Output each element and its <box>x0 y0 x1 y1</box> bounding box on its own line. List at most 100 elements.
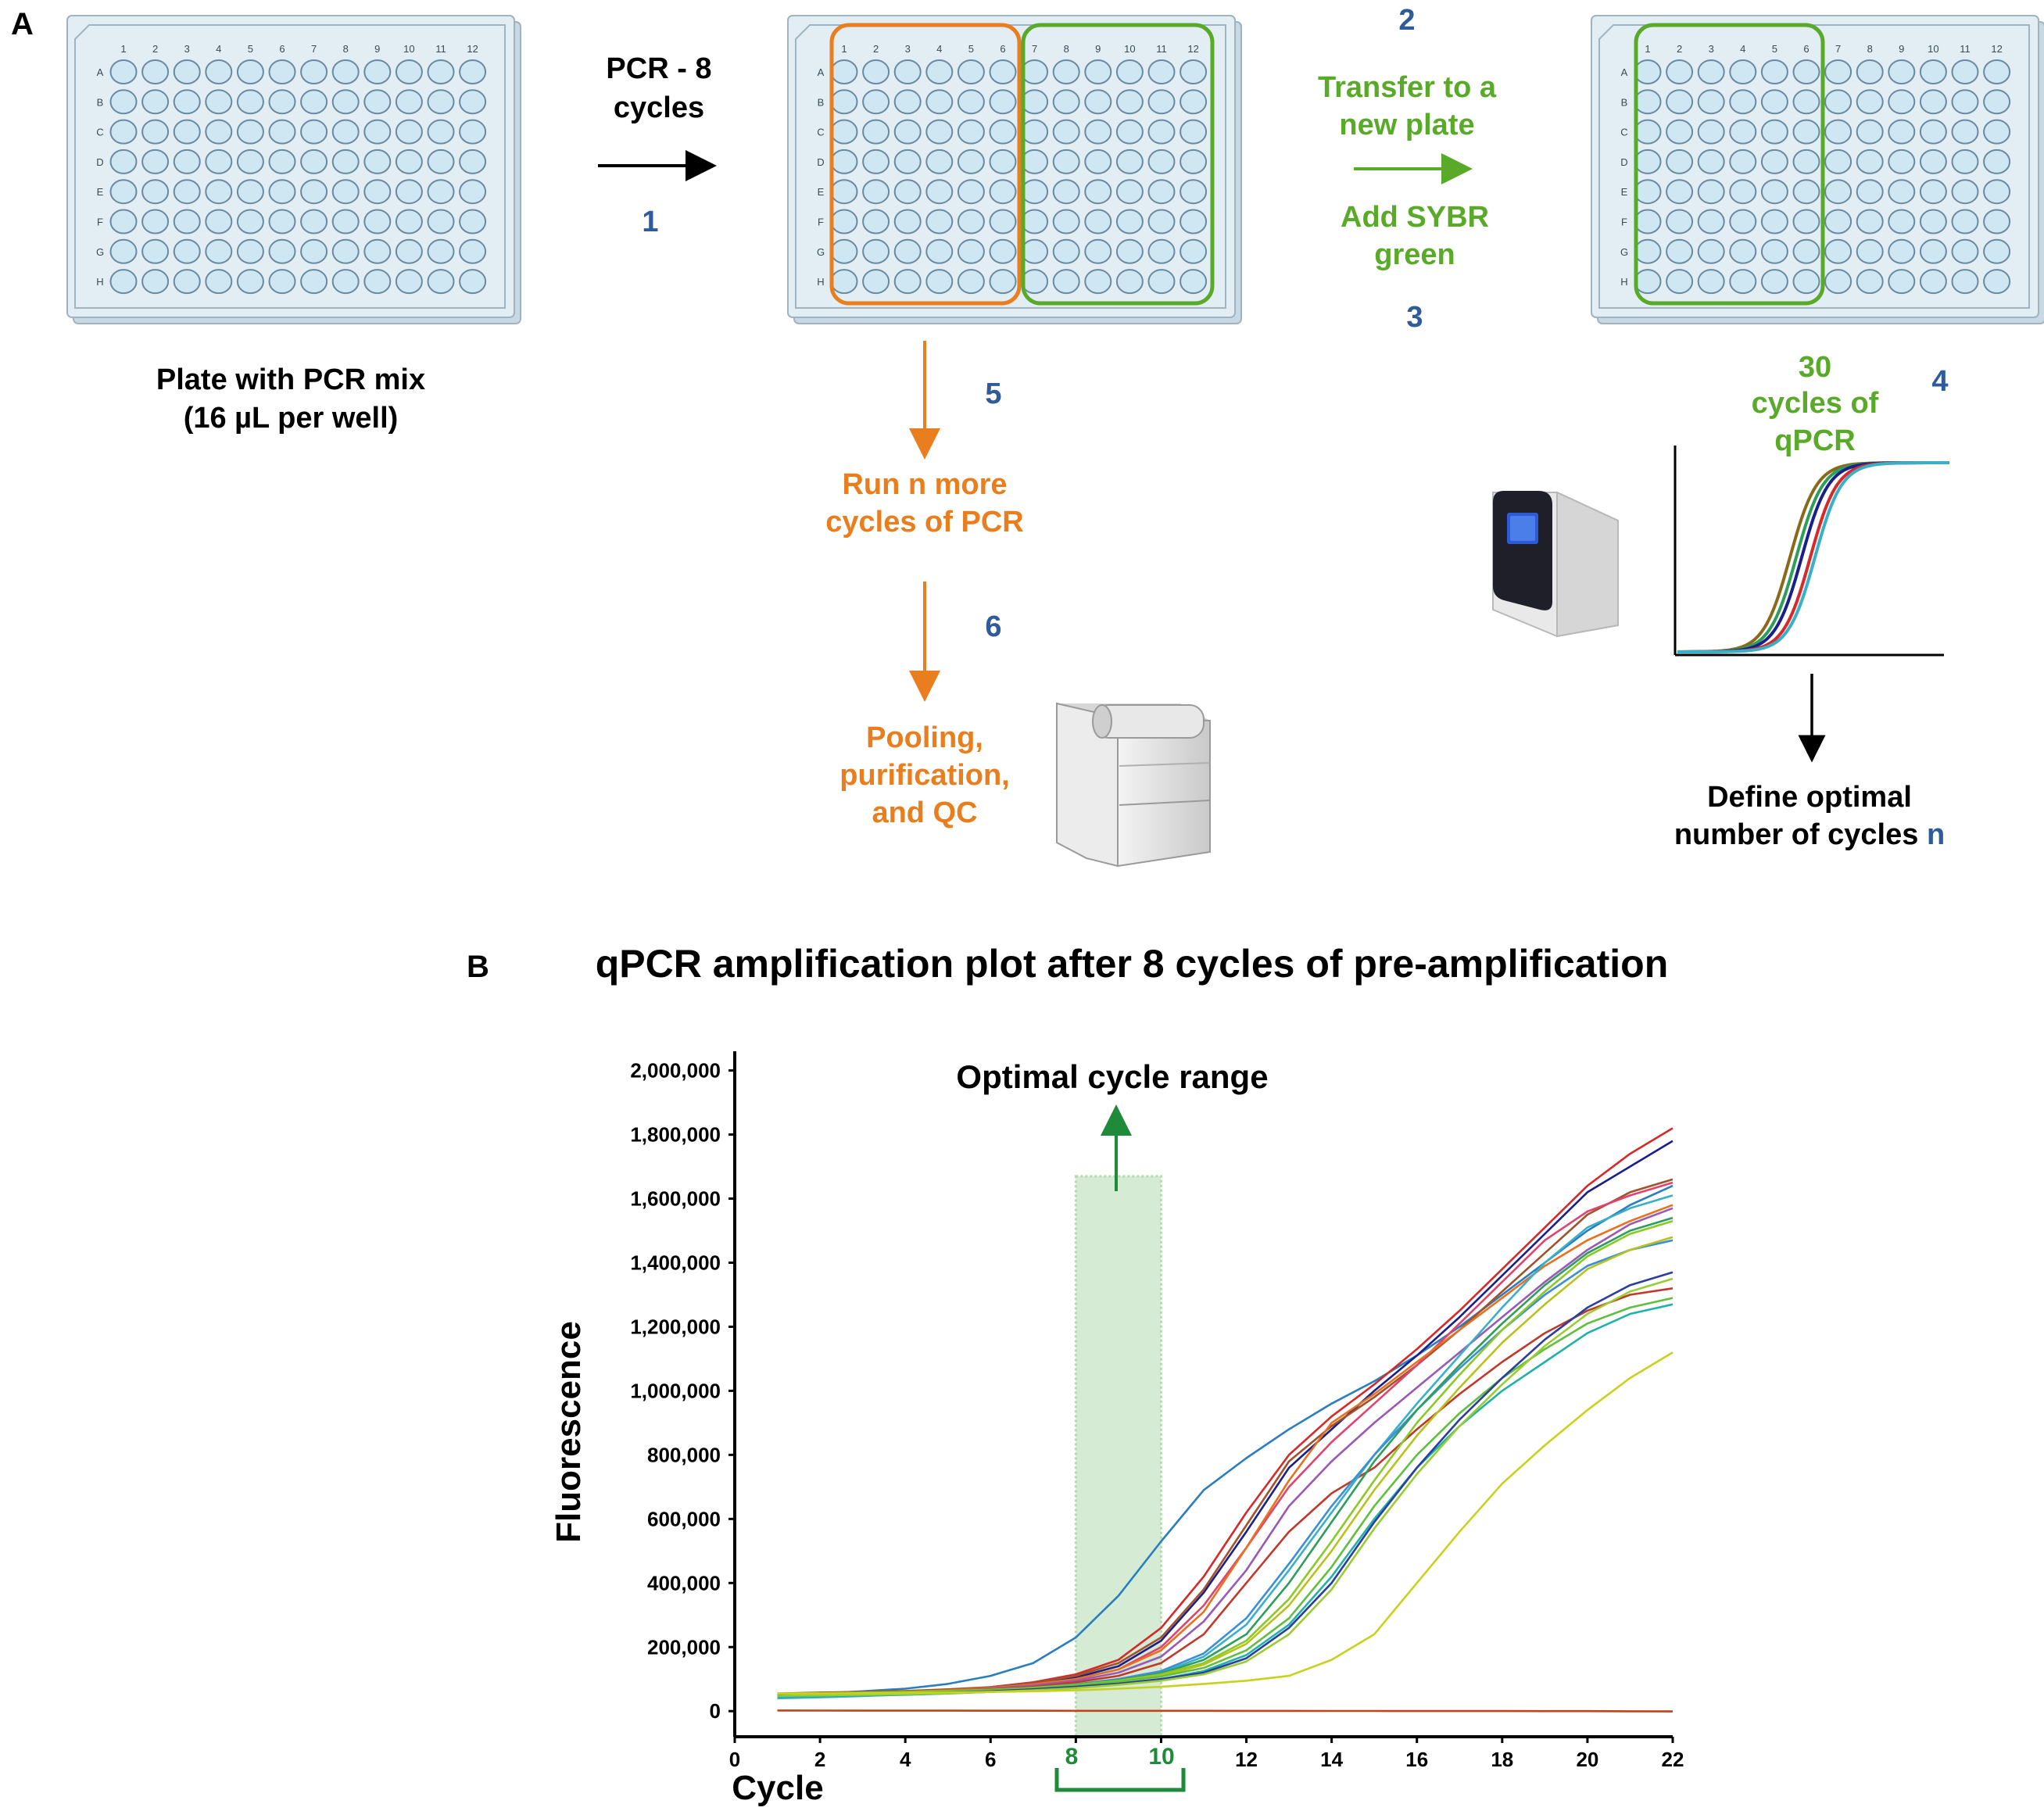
plate-well <box>862 209 890 234</box>
y-tick-label: 1,800,000 <box>630 1123 721 1147</box>
bracket-label-end: 10 <box>1148 1744 1174 1770</box>
optimal-range-annotation: Optimal cycle range <box>956 1058 1268 1095</box>
plate-well <box>236 209 264 234</box>
plate-well <box>1634 238 1662 264</box>
plate-well <box>989 119 1017 145</box>
y-tick-label: 0 <box>710 1699 721 1723</box>
plate-well <box>363 209 392 234</box>
plate-well <box>1180 89 1208 115</box>
plate-well <box>109 59 138 84</box>
plate-well <box>957 238 985 264</box>
plate-well <box>395 179 423 205</box>
plate-row-label: H <box>817 276 824 288</box>
y-tick-label: 1,400,000 <box>630 1251 721 1274</box>
plate-well <box>1021 179 1049 205</box>
plate-row-label: G <box>96 246 104 258</box>
plate-well <box>1824 89 1852 115</box>
plate-well <box>300 119 328 145</box>
plate-well <box>1760 119 1788 145</box>
plate-well <box>893 238 922 264</box>
plate-well <box>459 209 487 234</box>
plate-well <box>141 269 170 295</box>
plate-well <box>1760 149 1788 174</box>
plate-well <box>1856 179 1884 205</box>
plate-well <box>1792 59 1820 84</box>
plate-well <box>1084 119 1112 145</box>
define-text-line-2: number of cycles n <box>1674 818 1945 851</box>
plate-well <box>109 89 138 115</box>
plate-well <box>205 269 233 295</box>
plate-well <box>1856 119 1884 145</box>
plate-well <box>205 59 233 84</box>
plate-1-caption-line-2: (16 µL per well) <box>184 402 399 435</box>
plate-well <box>459 269 487 295</box>
plate-well <box>957 149 985 174</box>
define-text-prefix: number of cycles <box>1674 818 1927 851</box>
plate-well <box>1634 59 1662 84</box>
plate-well <box>141 209 170 234</box>
plate-well <box>427 238 455 264</box>
optimal-range-bracket <box>1054 1768 1186 1792</box>
plate-well <box>268 238 296 264</box>
plate-well <box>1951 119 1979 145</box>
step-4-number: 4 <box>1931 365 1948 398</box>
plate-column-label: 6 <box>1803 43 1809 55</box>
plate-well <box>1824 179 1852 205</box>
plate-well <box>957 179 985 205</box>
plate-well <box>957 89 985 115</box>
plate-well <box>1634 89 1662 115</box>
plate-well <box>1084 179 1112 205</box>
plate-well <box>1983 89 2011 115</box>
plate-row-label: F <box>818 217 824 228</box>
plate-row-label: D <box>1620 156 1627 168</box>
plate-column-label: 7 <box>1032 43 1037 55</box>
plate-well <box>109 119 138 145</box>
plate-well <box>1084 238 1112 264</box>
plate-well <box>1951 179 1979 205</box>
plate-column-label: 4 <box>1740 43 1745 55</box>
plate-well <box>1760 269 1788 295</box>
plate-well <box>109 149 138 174</box>
plate-well <box>1147 238 1176 264</box>
step-5-number: 5 <box>985 378 1001 410</box>
plate-column-label: 8 <box>343 43 349 55</box>
plate-well <box>830 119 858 145</box>
x-tick-label: 4 <box>900 1748 911 1771</box>
plate-row-label: F <box>97 217 103 228</box>
plate-well <box>109 238 138 264</box>
plate-well <box>268 149 296 174</box>
plate-well <box>173 179 201 205</box>
plate-well <box>1792 179 1820 205</box>
plate-well <box>331 119 360 145</box>
plate-row-label: G <box>1620 246 1628 258</box>
plate-row-label: A <box>818 66 825 78</box>
plate-well <box>363 149 392 174</box>
plate-well <box>1147 179 1176 205</box>
highlight-band <box>1076 1176 1162 1737</box>
plate-well <box>830 59 858 84</box>
step-5-text-line-2: cycles of PCR <box>825 506 1023 539</box>
plate-well <box>363 119 392 145</box>
plate-well <box>1021 238 1049 264</box>
plate-column-label: 9 <box>1899 43 1904 55</box>
plate-column-label: 9 <box>374 43 380 55</box>
plate-well <box>893 59 922 84</box>
plate-well <box>1697 119 1725 145</box>
plate-row-label: C <box>1620 127 1627 138</box>
plate-well <box>925 119 954 145</box>
y-tick-label: 600,000 <box>647 1507 721 1530</box>
step-3-number: 3 <box>1406 301 1423 334</box>
step-2-text-line-2: new plate <box>1339 109 1474 141</box>
plate-well <box>1983 119 2011 145</box>
plate-well <box>1180 119 1208 145</box>
plate-well <box>1147 119 1176 145</box>
plate-well <box>268 209 296 234</box>
plate-well <box>1792 209 1820 234</box>
plate-well <box>1666 119 1694 145</box>
plate-well <box>1697 149 1725 174</box>
step-4-text-line-2: cycles of <box>1752 387 1879 420</box>
plate-well <box>1147 209 1176 234</box>
plate-well <box>989 59 1017 84</box>
plate-column-label: 11 <box>1960 43 1971 55</box>
